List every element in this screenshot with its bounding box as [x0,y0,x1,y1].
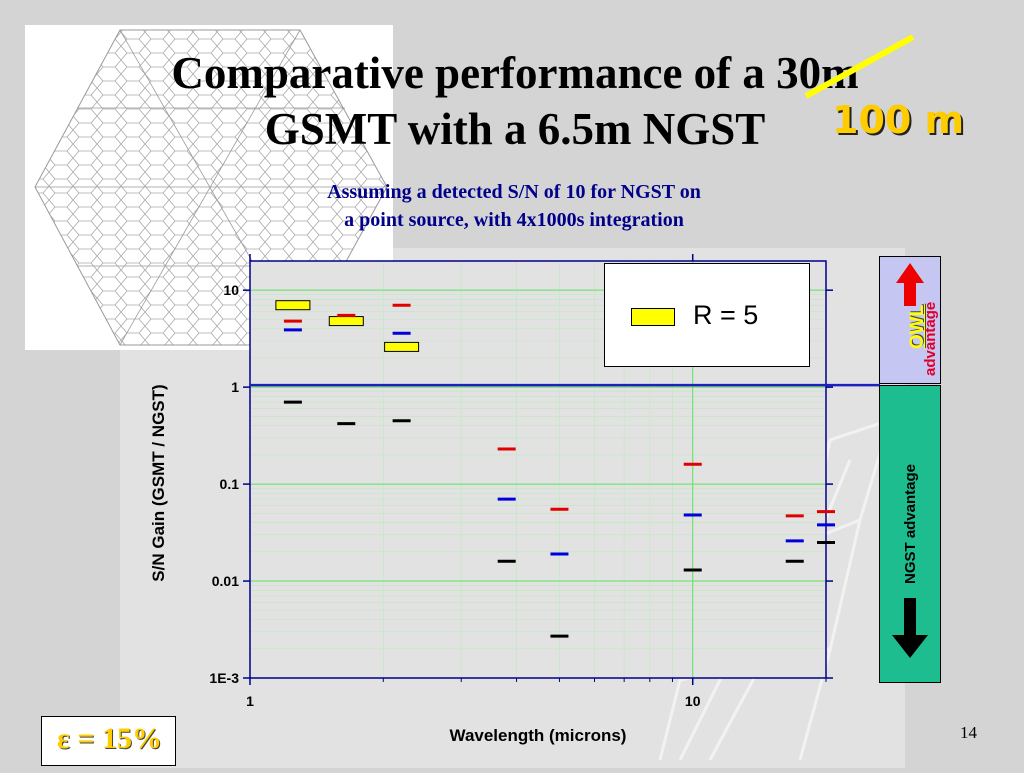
y-tick-label: 0.01 [212,573,239,589]
x-tick-label: 1 [246,693,254,709]
epsilon-label: ε = 15% [57,722,162,755]
title-line-1: Comparative performance of a 30m [171,48,859,98]
legend-swatch [631,308,675,326]
legend-label: R = 5 [693,300,759,330]
r5-box-marker [275,300,311,311]
y-tick-label: 0.1 [220,476,240,492]
y-tick-label: 1 [231,379,239,395]
r5-box-marker [384,341,420,352]
subtitle-line-1: Assuming a detected S/N of 10 for NGST o… [327,181,701,203]
y-tick-label: 10 [223,282,239,298]
segmented-mirror-image [25,25,393,350]
subtitle-line-2: a point source, with 4x1000s integration [344,209,684,231]
ngst-advantage-label: NGST advantage [902,463,919,584]
owl-advantage-label: advantage [922,301,939,376]
epsilon-box: ε = 15% [41,716,176,766]
r5-box-marker [328,316,364,327]
x-axis-label: Wavelength (microns) [449,726,627,745]
title-line-2: GSMT with a 6.5m NGST [264,104,766,154]
y-axis-label: S/N Gain (GSMT / NGST) [149,384,168,582]
x-tick-label: 10 [685,693,701,709]
y-tick-label: 1E-3 [209,670,239,686]
replacement-size-label: 100 m [832,98,965,142]
chart-legend: R = 5 [604,263,810,367]
page-number: 14 [960,723,977,742]
plot-frame [249,260,827,679]
